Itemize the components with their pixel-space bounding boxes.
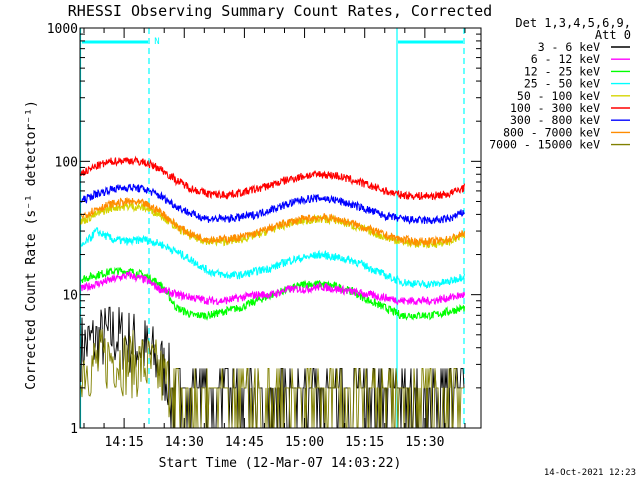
plot-frame: [79, 27, 482, 429]
series-line-7: [80, 197, 466, 247]
series-line-8: [80, 328, 464, 429]
y-axis-label: Corrected Count Rate (s⁻¹ detector⁻¹): [24, 100, 39, 390]
x-tick-label: 15:00: [285, 435, 324, 450]
x-tick-label: 15:30: [405, 435, 444, 450]
legend-subtitle: Att 0: [595, 28, 631, 42]
x-tick-label: 14:30: [165, 435, 204, 450]
x-tick-label: 14:45: [225, 435, 264, 450]
legend-label-8: 7000 - 15000 keV: [489, 138, 600, 152]
legend-label-1: 6 - 12 keV: [531, 52, 600, 66]
chart-title: RHESSI Observing Summary Count Rates, Co…: [68, 2, 492, 20]
legend-label-7: 800 - 7000 keV: [503, 125, 600, 139]
series-line-2: [80, 266, 466, 321]
x-tick-label: 15:15: [345, 435, 384, 450]
legend-label-0: 3 - 6 keV: [538, 40, 600, 54]
legend-title: Det 1,3,4,5,6,9,: [515, 16, 631, 30]
series-line-5: [80, 155, 466, 201]
timestamp: 14-Oct-2021 12:23: [544, 468, 636, 478]
y-tick-label: 10: [62, 289, 78, 304]
axes: 1 10 100 1000 14:15 14:30 14:45 15:00 15:15 15:30: [47, 22, 482, 450]
y-tick-label: 100: [55, 155, 78, 170]
series-line-6: [80, 183, 465, 225]
y-tick-label: 1: [70, 422, 78, 437]
plot-area: [79, 28, 466, 429]
series-line-3: [80, 227, 466, 290]
y-tick-label: 1000: [47, 22, 78, 37]
annotation-n: N: [154, 37, 159, 47]
legend-label-4: 50 - 100 keV: [517, 89, 600, 103]
x-tick-label: 14:15: [105, 435, 144, 450]
legend-label-3: 25 - 50 keV: [524, 77, 600, 91]
legend-label-2: 12 - 25 keV: [524, 64, 600, 78]
legend-label-6: 300 - 800 keV: [510, 113, 600, 127]
legend-label-5: 100 - 300 keV: [510, 101, 600, 115]
series-line-1: [80, 270, 466, 306]
x-axis-label: Start Time (12-Mar-07 14:03:22): [159, 456, 402, 471]
